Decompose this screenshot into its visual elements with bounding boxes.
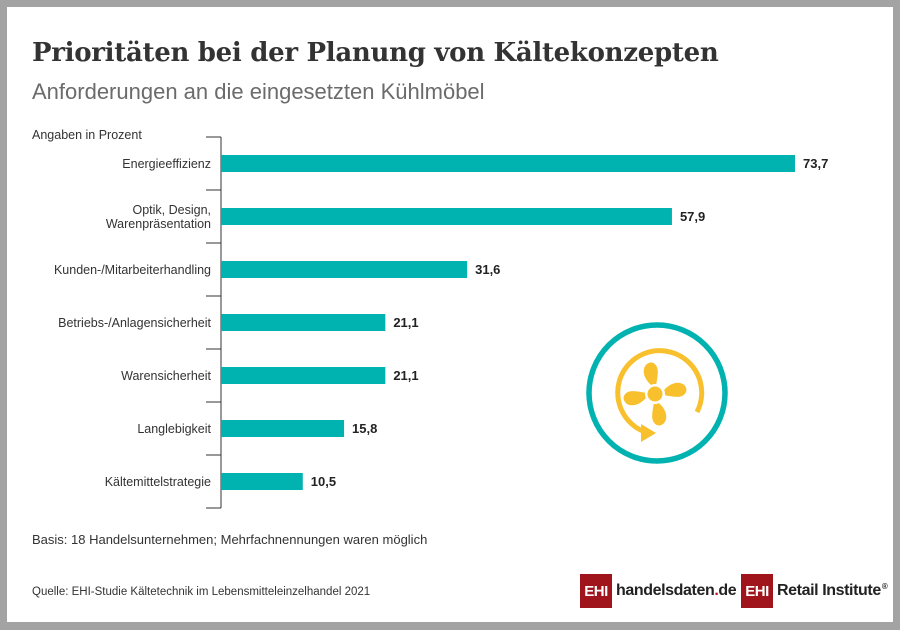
handelsdaten-logo[interactable]: EHI handelsdaten.de — [580, 574, 737, 608]
fan-blade — [652, 399, 667, 426]
value-labels: 73,7 57,9 31,6 21,1 21,1 15,8 10,5 — [311, 156, 829, 489]
value-label: 21,1 — [393, 368, 418, 383]
category-label: Energieeffizienz — [122, 157, 211, 171]
value-label: 21,1 — [393, 315, 418, 330]
handelsdaten-logo-text: handelsdaten.de — [616, 582, 737, 600]
retail-institute-logo-text: Retail Institute® — [777, 582, 888, 600]
bar — [221, 314, 386, 331]
category-label: Warensicherheit — [121, 369, 211, 383]
rotation-arrow-arc — [615, 348, 705, 435]
basis-note: Basis: 18 Handelsunternehmen; Mehrfachne… — [32, 532, 428, 547]
bars — [221, 155, 795, 490]
rotation-arrowhead — [641, 424, 656, 442]
fan-blade — [643, 362, 658, 389]
category-label: Kältemittelstrategie — [105, 475, 211, 489]
chart-title: Prioritäten bei der Planung von Kältekon… — [32, 38, 719, 68]
unit-label: Angaben in Prozent — [32, 128, 142, 142]
logo-red-dot: . — [714, 582, 719, 599]
category-label: Kunden-/Mitarbeiterhandling — [54, 263, 211, 277]
fan-rotation-icon — [586, 322, 728, 464]
icon-ring — [586, 322, 728, 464]
ehi-retail-institute-logo[interactable]: EHI Retail Institute® — [741, 574, 888, 608]
logo-text-part: Retail Institute — [777, 582, 881, 599]
bar — [221, 208, 672, 225]
logo-text-part: handelsdaten — [616, 582, 715, 599]
fan-blade — [660, 382, 687, 397]
logo-text-part: de — [718, 582, 737, 599]
chart-card — [7, 7, 893, 622]
bar — [221, 155, 795, 172]
ehi-logo-box: EHI — [741, 574, 773, 608]
registered-mark: ® — [881, 582, 888, 591]
bar — [221, 261, 468, 278]
bar — [221, 473, 303, 490]
source-note: Quelle: EHI-Studie Kältetechnik im Leben… — [32, 586, 371, 598]
category-label: Warenpräsentation — [106, 217, 211, 231]
value-label: 31,6 — [475, 262, 500, 277]
value-label: 15,8 — [352, 421, 377, 436]
value-label: 57,9 — [680, 209, 705, 224]
fan-hub — [647, 386, 663, 402]
category-label: Optik, Design, — [132, 203, 211, 217]
bar — [221, 420, 345, 437]
category-label: Betriebs-/Anlagensicherheit — [58, 316, 211, 330]
fan-blade — [623, 391, 650, 406]
category-label: Langlebigkeit — [137, 422, 211, 436]
chart-subtitle: Anforderungen an die eingesetzten Kühlmö… — [32, 79, 485, 104]
value-label: 73,7 — [803, 156, 828, 171]
value-label: 10,5 — [311, 474, 336, 489]
bar — [221, 367, 386, 384]
category-labels: Energieeffizienz Optik, Design,Warenpräse… — [54, 157, 212, 489]
ehi-logo-box: EHI — [580, 574, 612, 608]
